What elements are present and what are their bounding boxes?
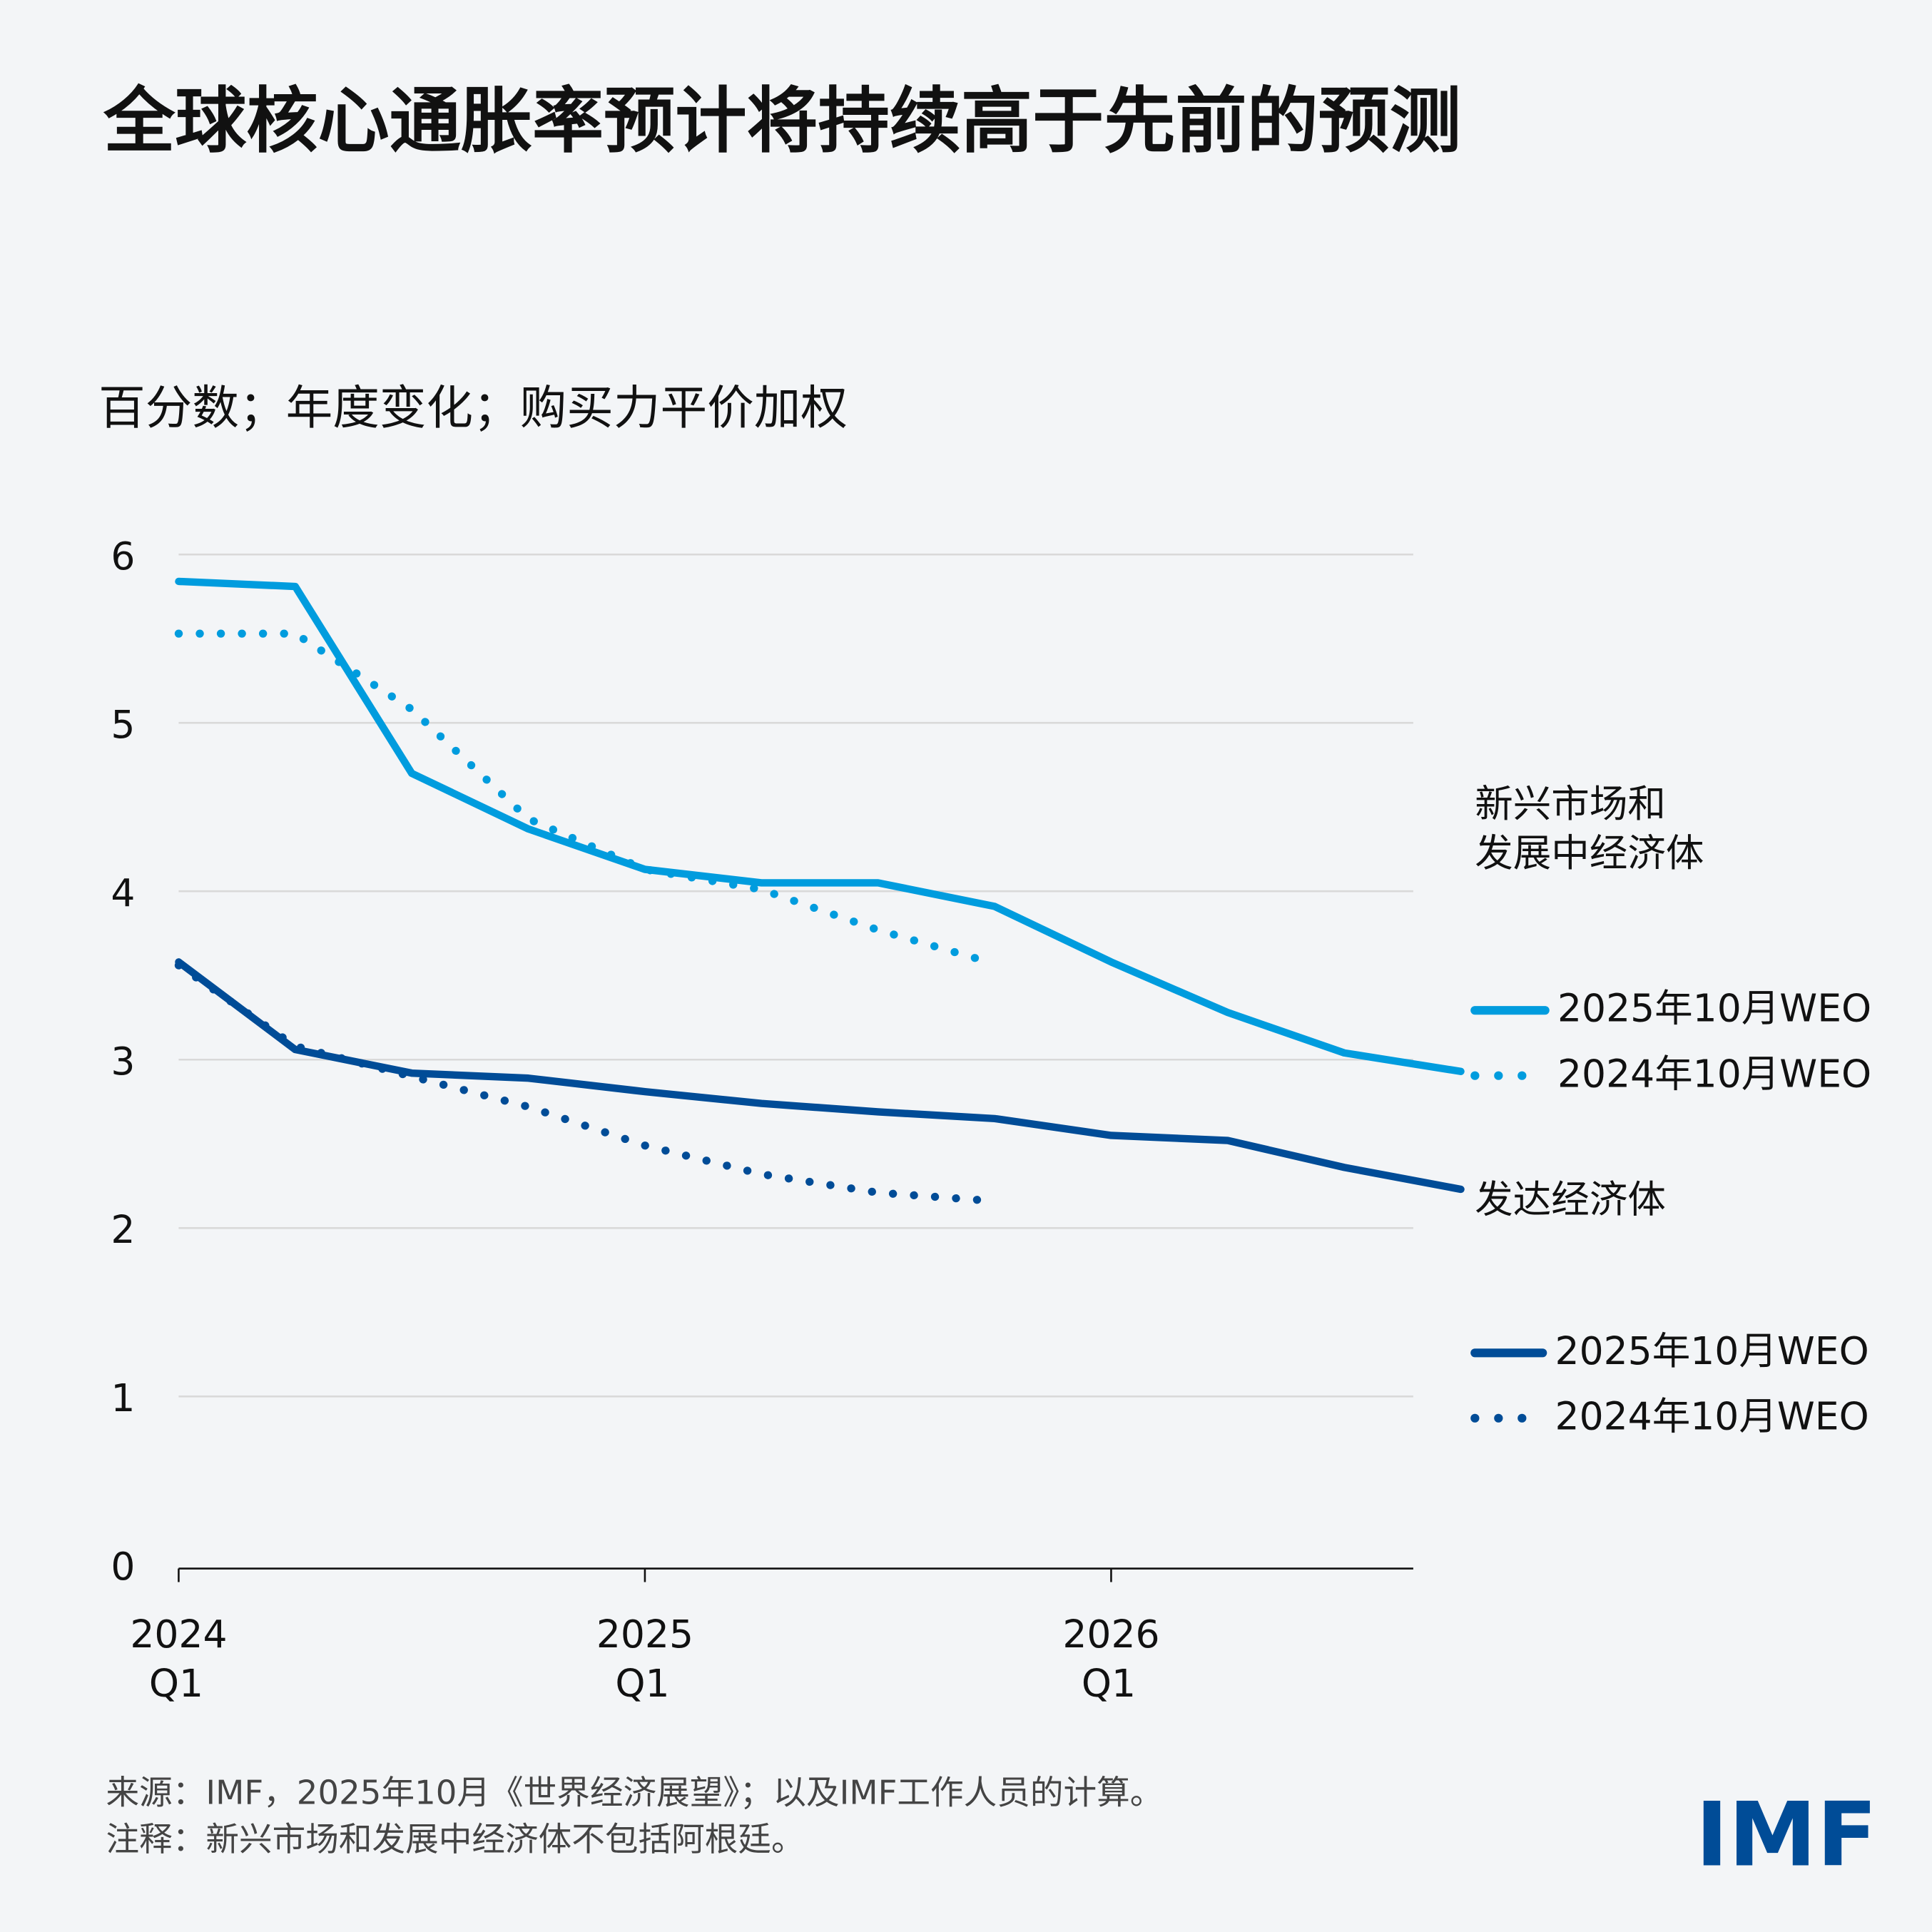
y-tick-label: 1 [111, 1376, 135, 1420]
series-line-solid [175, 577, 1465, 1075]
y-tick-label: 4 [111, 870, 135, 915]
x-tick-label-year: 2024 [130, 1612, 227, 1657]
y-axis-ticks: 0 1 2 3 4 5 6 [111, 534, 135, 1589]
y-tick-label: 5 [111, 702, 135, 747]
y-tick-label: 6 [111, 534, 135, 579]
source-note: 来源：IMF，2025年10月《世界经济展望》；以及IMF工作人员的计算。 [106, 1773, 1164, 1811]
x-tick-label-quarter: Q1 [615, 1661, 669, 1706]
legend-label-advanced-solid: 2025年10月WEO [1555, 1328, 1869, 1373]
imf-logo: IMF [1695, 1784, 1877, 1887]
legend-group-emerging-line2: 发展中经济体 [1475, 830, 1704, 875]
series-line-dotted [174, 629, 999, 968]
series-line-solid [175, 958, 1465, 1194]
legend-group-advanced: 发达经济体 [1475, 1176, 1666, 1221]
legend-group-emerging-line1: 新兴市场和 [1475, 781, 1666, 826]
legend-label-emerging-solid: 2025年10月WEO [1557, 986, 1871, 1031]
x-tick-label-year: 2025 [596, 1612, 693, 1657]
series-lines [174, 577, 1465, 1206]
y-tick-label: 2 [111, 1207, 135, 1252]
chart-title: 全球核心通胀率预计将持续高于先前的预测 [103, 79, 1461, 163]
chart-subtitle: 百分数；年度变化；购买力平价加权 [98, 381, 848, 435]
x-tick-label-quarter: Q1 [1082, 1661, 1136, 1706]
gridlines [178, 553, 1413, 1398]
footnote: 注释：新兴市场和发展中经济体不包括阿根廷。 [106, 1820, 805, 1859]
x-tick-label-year: 2026 [1062, 1612, 1159, 1657]
x-tick-label-quarter: Q1 [149, 1661, 203, 1706]
legend-label-advanced-dotted: 2024年10月WEO [1555, 1393, 1869, 1438]
series-line-dotted [174, 961, 999, 1206]
legend-label-emerging-dotted: 2024年10月WEO [1557, 1051, 1871, 1096]
y-tick-label: 3 [111, 1039, 135, 1084]
y-tick-label: 0 [111, 1544, 135, 1589]
legend: 新兴市场和 发展中经济体 2025年10月WEO 2024年10月WEO 发达经… [1470, 781, 1871, 1438]
